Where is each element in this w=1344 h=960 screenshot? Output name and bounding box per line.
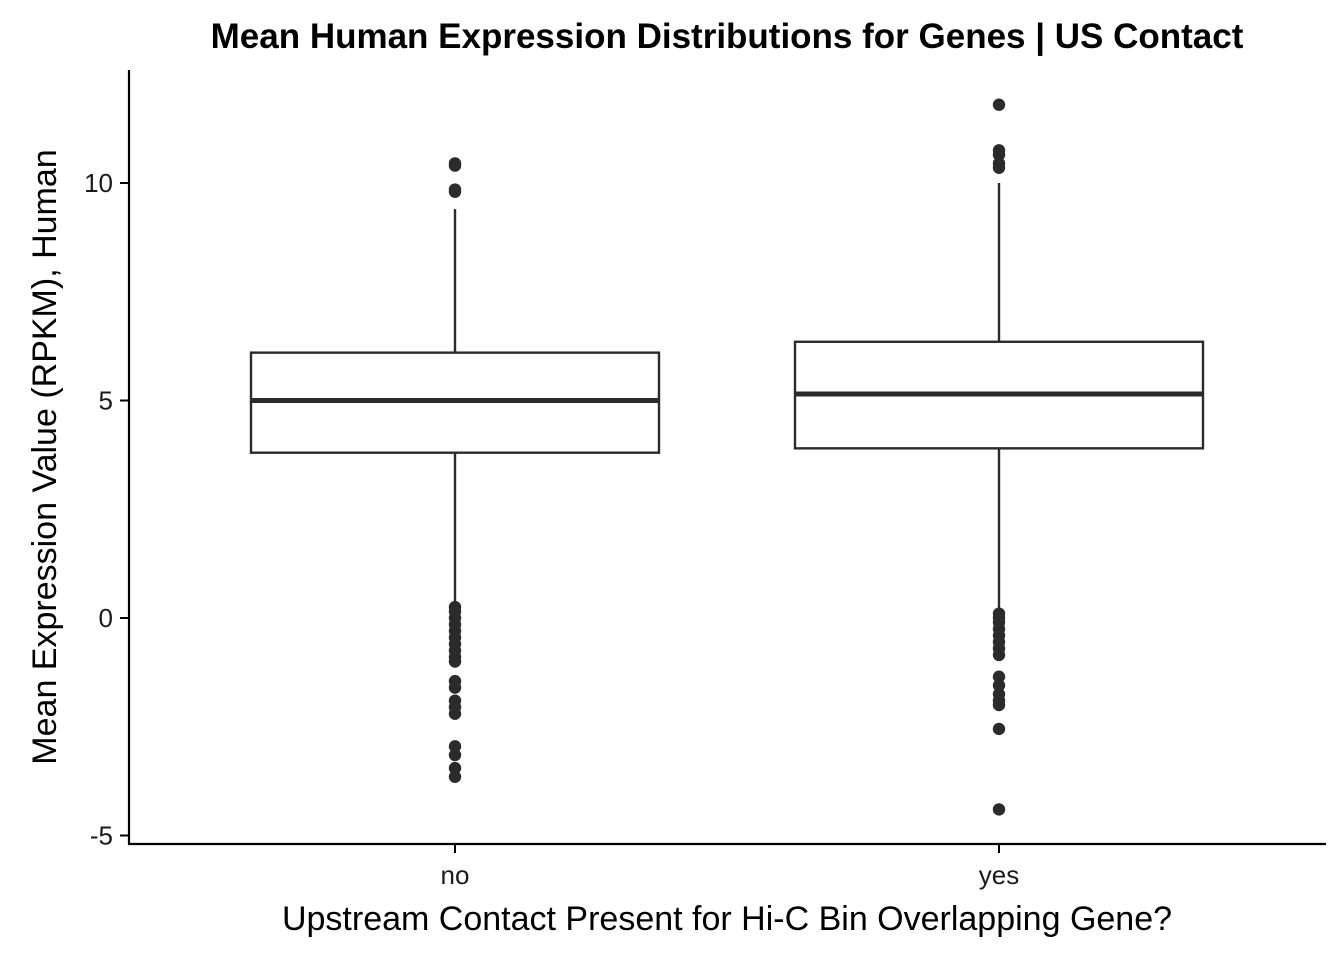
outlier-point [448,748,462,762]
outlier-point [448,740,462,753]
y-tick-label: 0 [99,603,113,633]
x-axis-title: Upstream Contact Present for Hi-C Bin Ov… [282,900,1172,938]
y-tick-label: 10 [84,168,113,198]
y-axis-title: Mean Expression Value (RPKM), Human [26,149,64,764]
outlier-point [448,681,462,694]
chart-title: Mean Human Expression Distributions for … [211,17,1244,56]
outlier-point [448,655,462,668]
outlier-point [992,722,1006,736]
outlier-point [992,148,1006,161]
y-axis-ticks: -5 0 5 10 [84,168,129,851]
outlier-point [448,770,462,783]
outlier-point [992,803,1006,816]
outlier-point [448,707,462,720]
box-group-yes [793,98,1205,816]
outlier-point [448,159,462,172]
box-group-no [249,157,661,783]
outlier-point [448,761,462,775]
y-tick-label: -5 [90,821,113,851]
x-tick-label: no [441,860,470,890]
outlier-point [992,161,1006,174]
y-tick-label: 5 [99,386,113,416]
outlier-point [992,670,1006,683]
outlier-point [992,679,1006,692]
outlier-point [448,185,462,198]
plot-area [249,98,1205,816]
x-tick-label: yes [979,860,1019,890]
outlier-point [992,698,1006,712]
outlier-point [992,648,1006,662]
x-axis-ticks: no yes [441,844,1019,890]
outlier-point [992,98,1006,111]
